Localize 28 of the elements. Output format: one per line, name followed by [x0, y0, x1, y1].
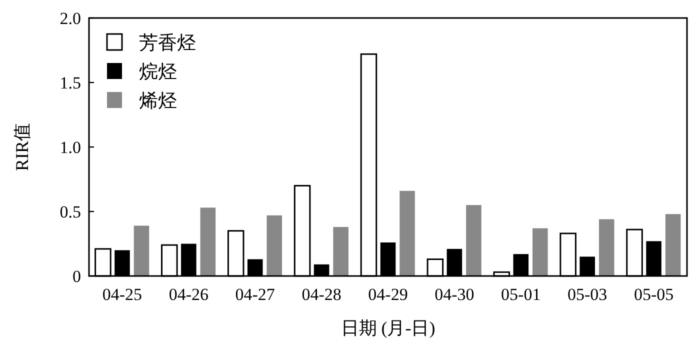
bar [266, 215, 282, 276]
legend-label: 烯烃 [139, 91, 177, 112]
x-tick-label: 05-03 [567, 285, 608, 304]
bar [400, 190, 415, 276]
y-axis-title: RIR值 [12, 122, 32, 172]
x-tick-label: 04-28 [302, 285, 342, 304]
y-tick-label: 1.0 [60, 138, 81, 157]
x-axis-title: 日期 (月-日) [340, 318, 436, 338]
bar [333, 226, 348, 276]
x-tick-label: 04-29 [368, 285, 408, 304]
bar [598, 219, 614, 276]
legend-label: 烷烃 [139, 62, 177, 83]
bar [665, 214, 681, 276]
x-tick-label: 04-26 [168, 285, 209, 304]
bar [532, 228, 548, 276]
y-tick-label: 1.5 [60, 74, 81, 92]
y-tick-label: 2.0 [60, 9, 81, 28]
bar [466, 205, 482, 276]
x-tick-label: 04-27 [235, 285, 276, 304]
x-tick-label: 04-30 [434, 285, 474, 304]
bar [200, 208, 216, 276]
y-tick-label: 0.5 [60, 202, 81, 222]
x-tick-label: 04-25 [102, 285, 142, 304]
bar [134, 226, 150, 276]
x-tick-label: 05-05 [634, 285, 674, 304]
x-tick-label: 05-01 [501, 285, 541, 304]
legend-label: 芳香烃 [139, 33, 196, 54]
y-tick-label: 0 [72, 267, 81, 286]
